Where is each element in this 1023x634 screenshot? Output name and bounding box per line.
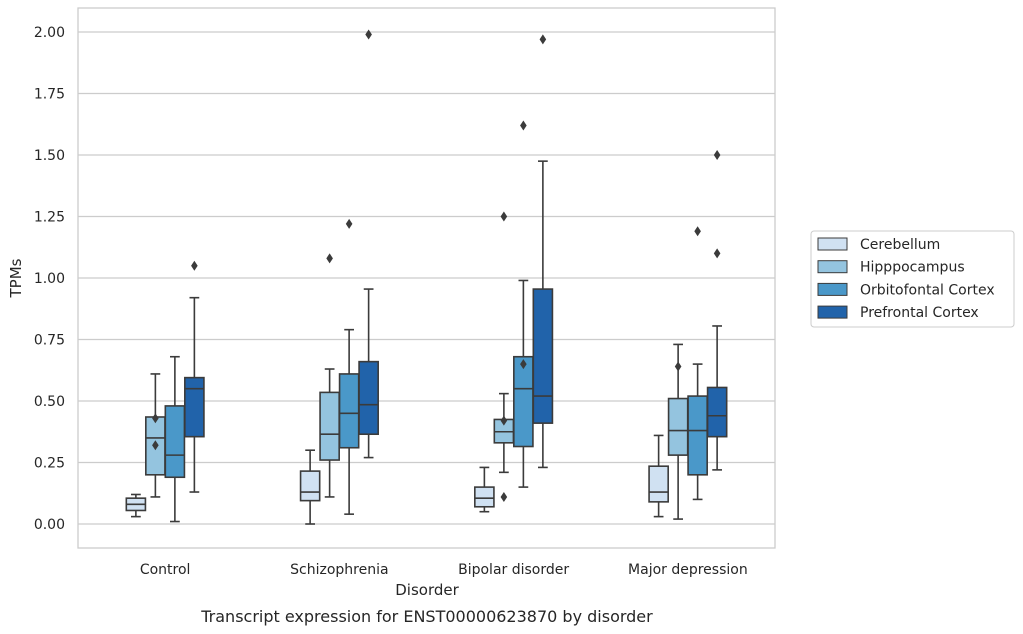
- chart-caption: Transcript expression for ENST0000062387…: [200, 607, 653, 626]
- legend-label: Cerebellum: [860, 237, 940, 253]
- outlier-point: [365, 29, 372, 40]
- x-tick-label: Major depression: [628, 562, 748, 578]
- outlier-point: [191, 260, 198, 271]
- legend-item: Prefrontal Cortex: [817, 305, 979, 321]
- x-tick-label: Bipolar disorder: [458, 562, 569, 578]
- box-body: [184, 376, 205, 438]
- box-body: [667, 397, 689, 456]
- category-group: [474, 34, 554, 513]
- legend-item: Orbitofontal Cortex: [817, 282, 995, 298]
- legend-frame: [810, 230, 1015, 328]
- box: [358, 29, 379, 459]
- box-body: [648, 465, 669, 503]
- y-tick-label: 2.00: [34, 25, 65, 41]
- box-body: [513, 355, 534, 448]
- box-body: [164, 405, 186, 479]
- box-body: [687, 395, 708, 476]
- box-body: [706, 386, 728, 438]
- outlier-point: [674, 361, 682, 372]
- x-tick-label: Schizophrenia: [290, 562, 388, 578]
- box-body: [358, 360, 379, 436]
- y-tick-label: 1.00: [34, 271, 65, 287]
- legend-items: Cerebellum Hipppocampus Orbitofontal Corte…: [817, 237, 995, 321]
- outlier-point: [713, 248, 721, 259]
- y-tick-label: 0.00: [34, 517, 65, 533]
- outlier-point: [345, 218, 353, 229]
- legend-item: Cerebellum: [817, 237, 940, 253]
- x-tick-label: Control: [140, 562, 191, 578]
- box: [299, 449, 321, 525]
- box: [184, 260, 205, 493]
- box-body: [474, 486, 495, 508]
- x-axis-title: Disorder: [395, 581, 459, 599]
- outlier-point: [500, 491, 508, 502]
- box-body: [319, 391, 340, 461]
- outlier-point: [152, 413, 159, 424]
- legend-label: Orbitofontal Cortex: [860, 282, 995, 298]
- box-groups: [125, 29, 728, 525]
- y-tick-label: 0.50: [34, 394, 65, 410]
- box: [125, 493, 147, 518]
- outlier-point: [520, 359, 527, 370]
- category-group: [648, 150, 728, 520]
- box: [513, 120, 534, 488]
- legend-label: Prefrontal Cortex: [860, 305, 979, 321]
- outlier-point: [500, 211, 508, 222]
- outlier-point: [500, 415, 508, 426]
- box: [532, 34, 554, 469]
- legend-label: Hipppocampus: [860, 260, 965, 276]
- y-tick-label: 0.75: [34, 333, 65, 349]
- box-body: [338, 373, 360, 449]
- box: [164, 355, 186, 523]
- box: [687, 226, 708, 501]
- box: [648, 434, 669, 518]
- outlier-point: [713, 150, 721, 160]
- y-tick-labels: 0.00 0.25 0.50 0.75 1.00 1.25 1.50 1.75 2.00: [34, 25, 65, 533]
- legend-swatch: [817, 237, 848, 251]
- box: [474, 466, 495, 513]
- box-body: [532, 288, 554, 424]
- outlier-point: [520, 120, 527, 131]
- outlier-point: [694, 226, 701, 237]
- category-group: [125, 260, 205, 523]
- outlier-point: [326, 253, 333, 264]
- x-tick-labels: Control Schizophrenia Bipolar disorder Majo…: [140, 562, 748, 578]
- category-group: [299, 29, 379, 525]
- y-tick-label: 1.25: [34, 210, 65, 226]
- box: [706, 150, 728, 471]
- box-body: [299, 470, 321, 502]
- y-axis-title: TPMs: [7, 258, 25, 298]
- box: [338, 218, 360, 515]
- y-tick-label: 0.25: [34, 456, 65, 472]
- legend-swatch: [817, 260, 848, 274]
- legend-swatch: [817, 305, 848, 319]
- y-tick-label: 1.50: [34, 148, 65, 164]
- outlier-point: [152, 440, 159, 451]
- legend-swatch: [817, 282, 848, 296]
- y-tick-label: 1.75: [34, 87, 65, 103]
- plot-area-border: [77, 7, 776, 549]
- legend-item: Hipppocampus: [817, 260, 965, 276]
- box: [667, 343, 689, 520]
- legend: Cerebellum Hipppocampus Orbitofontal Corte…: [810, 230, 1015, 328]
- outlier-point: [539, 34, 547, 45]
- box: [493, 211, 515, 502]
